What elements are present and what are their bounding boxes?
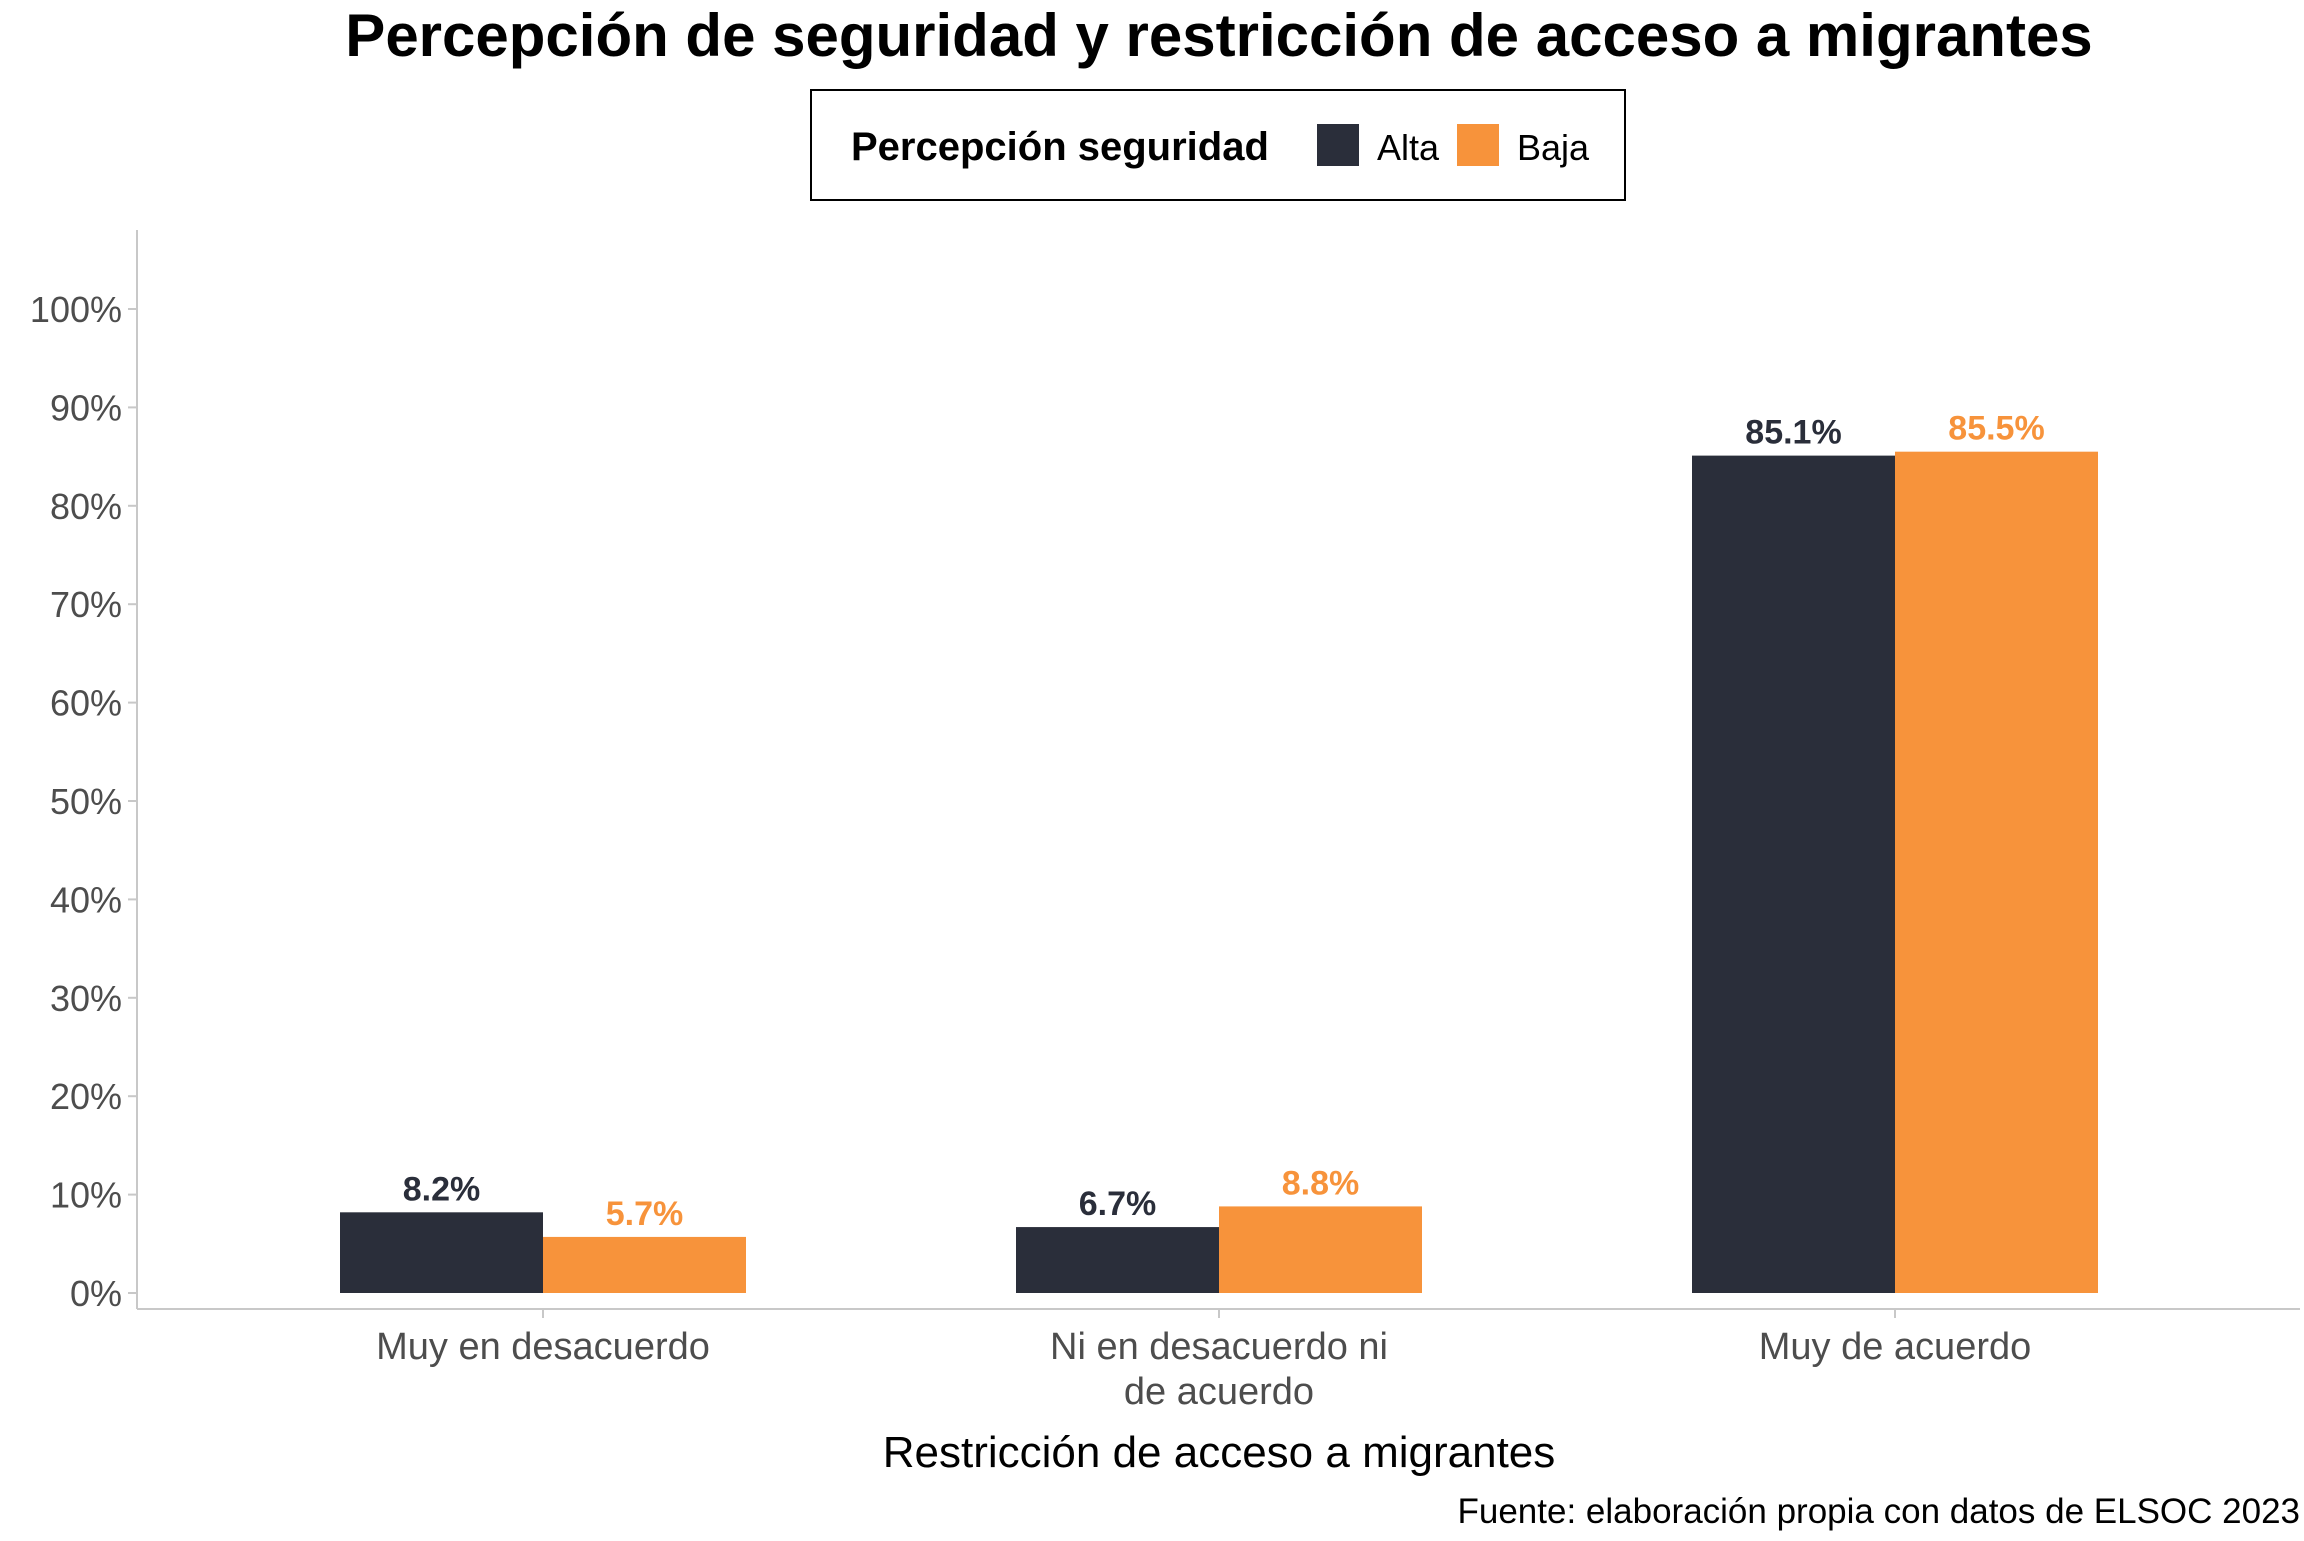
legend-label-alta: Alta xyxy=(1377,127,1440,168)
legend: Percepción seguridad Alta Baja xyxy=(810,89,1626,201)
legend-title: Percepción seguridad xyxy=(851,125,1269,169)
y-tick-label: 60% xyxy=(50,683,122,724)
plot-area: 0% 10% 20% 30% 40% 50% 60% 70% 80% 90% 100% Muy en … xyxy=(30,230,2300,1413)
y-tick-label: 40% xyxy=(50,879,122,920)
data-label-baja: 85.5% xyxy=(1948,410,2044,448)
bar-alta xyxy=(1692,455,1895,1294)
bar-alta xyxy=(340,1212,543,1293)
y-tick-label: 100% xyxy=(30,289,122,330)
bar-alta xyxy=(1016,1227,1219,1293)
x-tick-label: Muy de acuerdo xyxy=(1759,1326,2032,1368)
y-tick-label: 80% xyxy=(50,486,122,527)
y-tick-label: 70% xyxy=(50,584,122,625)
x-tick-label: Muy en desacuerdo xyxy=(376,1326,710,1368)
legend-swatch-alta xyxy=(1317,124,1359,166)
y-tick-label: 20% xyxy=(50,1076,122,1117)
chart-title: Percepción de seguridad y restricción de… xyxy=(345,2,2092,69)
x-axis-title: Restricción de acceso a migrantes xyxy=(883,1428,1556,1477)
bar-baja xyxy=(543,1236,746,1293)
data-label-baja: 5.7% xyxy=(606,1195,684,1233)
y-tick-label: 0% xyxy=(70,1273,122,1314)
y-tick-label: 90% xyxy=(50,387,122,428)
bar-baja xyxy=(1895,451,2098,1293)
data-label-alta: 85.1% xyxy=(1745,414,1841,452)
legend-label-baja: Baja xyxy=(1517,127,1590,168)
x-tick-label: de acuerdo xyxy=(1124,1371,1314,1413)
y-tick-label: 10% xyxy=(50,1175,122,1216)
data-label-baja: 8.8% xyxy=(1282,1164,1360,1202)
y-tick-label: 50% xyxy=(50,781,122,822)
legend-swatch-baja xyxy=(1457,124,1499,166)
x-tick-label: Ni en desacuerdo ni xyxy=(1050,1326,1388,1368)
data-label-alta: 8.2% xyxy=(403,1170,481,1208)
caption: Fuente: elaboración propia con datos de … xyxy=(1457,1492,2300,1531)
bar-baja xyxy=(1219,1206,1422,1293)
data-label-alta: 6.7% xyxy=(1079,1185,1157,1223)
y-tick-label: 30% xyxy=(50,978,122,1019)
